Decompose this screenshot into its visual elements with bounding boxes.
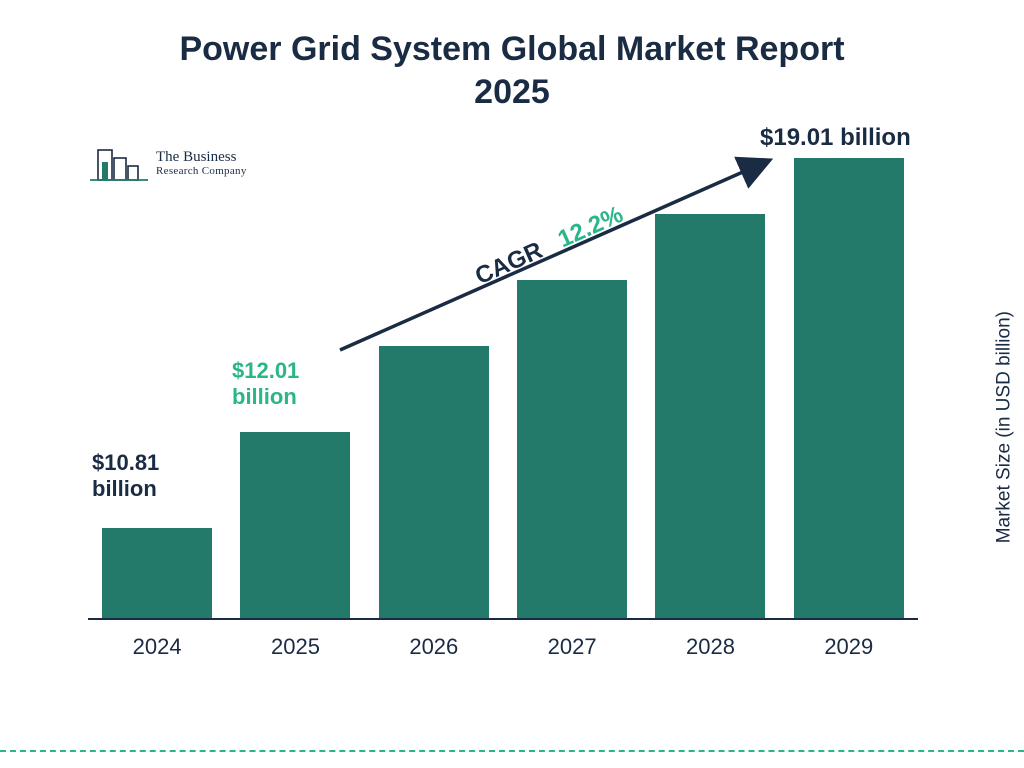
- chart-title: Power Grid System Global Market Report 2…: [0, 0, 1024, 113]
- callout-value: $12.01: [232, 358, 299, 383]
- x-label: 2029: [794, 634, 904, 660]
- bar-fill: [794, 158, 904, 618]
- x-label: 2024: [102, 634, 212, 660]
- callout-unit: billion: [92, 476, 157, 501]
- title-line-1: Power Grid System Global Market Report: [179, 30, 844, 68]
- title-line-2: 2025: [474, 73, 550, 111]
- bar-fill: [102, 528, 212, 618]
- callout-2025: $12.01 billion: [232, 358, 352, 411]
- bar-2024: [102, 528, 212, 618]
- callout-unit: billion: [232, 384, 297, 409]
- x-label: 2026: [379, 634, 489, 660]
- x-label: 2028: [655, 634, 765, 660]
- x-axis-line: [88, 618, 918, 620]
- y-axis-label: Market Size (in USD billion): [993, 311, 1015, 543]
- bar-2026: [379, 346, 489, 618]
- bottom-dashed-line: [0, 750, 1024, 752]
- x-label: 2025: [240, 634, 350, 660]
- bar-2025: [240, 432, 350, 618]
- bar-fill: [379, 346, 489, 618]
- callout-value: $10.81: [92, 450, 159, 475]
- x-labels: 2024 2025 2026 2027 2028 2029: [88, 634, 918, 660]
- x-label: 2027: [517, 634, 627, 660]
- bar-2029: [794, 158, 904, 618]
- callout-2024: $10.81 billion: [92, 450, 212, 503]
- bar-fill: [240, 432, 350, 618]
